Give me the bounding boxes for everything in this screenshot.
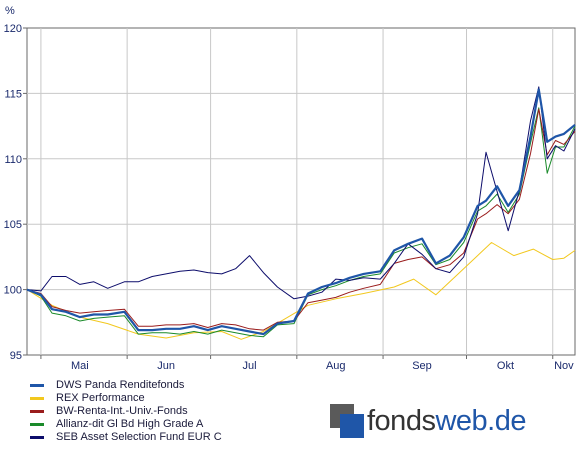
legend-item: Allianz-dit Gl Bd High Grade A — [30, 418, 222, 431]
x-tick-label: Jun — [157, 360, 175, 372]
legend-swatch — [30, 423, 44, 426]
legend-item: DWS Panda Renditefonds — [30, 379, 222, 392]
series-line-seb-asset-selection-fund-eur-c — [26, 86, 576, 300]
logo-text-web: web.de — [435, 404, 526, 437]
x-tick-label: Sep — [412, 360, 432, 372]
legend-label: SEB Asset Selection Fund EUR C — [56, 431, 222, 443]
x-tick-label: Jul — [243, 360, 257, 372]
y-axis: 95 100 105 110 115 120 — [4, 23, 27, 362]
series-line-allianz-dit-gl-bd-high-grade-a — [26, 107, 576, 338]
y-tick-label: 120 — [4, 23, 22, 35]
legend-swatch — [30, 384, 44, 387]
y-tick-label: 110 — [4, 154, 22, 166]
fondsweb-logo: fondsweb.de — [330, 402, 526, 440]
legend-label: REX Performance — [56, 392, 145, 404]
x-tick-label: Nov — [554, 360, 574, 372]
series-line-bw-renta-int-univ-fonds — [26, 108, 576, 331]
legend: DWS Panda Renditefonds REX Performance BW-… — [30, 379, 222, 444]
legend-swatch — [30, 410, 44, 413]
legend-label: DWS Panda Renditefonds — [56, 379, 185, 391]
logo-mark-icon — [330, 404, 364, 438]
plot-area — [26, 27, 576, 356]
series-line-dws-panda-renditefonds — [26, 88, 576, 336]
logo-text: fondsweb.de — [367, 405, 526, 438]
y-tick-label: 115 — [4, 88, 22, 100]
x-tick-label: Aug — [326, 360, 346, 372]
y-axis-label: % — [5, 5, 15, 17]
x-tick-label: Mai — [71, 360, 89, 372]
y-tick-label: 105 — [4, 219, 22, 231]
legend-item: SEB Asset Selection Fund EUR C — [30, 431, 222, 444]
series-layer — [26, 86, 576, 340]
x-tick-label: Okt — [497, 360, 514, 372]
logo-text-fonds: fonds — [367, 404, 436, 437]
legend-label: BW-Renta-Int.-Univ.-Fonds — [56, 405, 188, 417]
legend-swatch — [30, 436, 44, 439]
legend-swatch — [30, 397, 44, 400]
y-tick-label: 100 — [4, 285, 22, 297]
legend-label: Allianz-dit Gl Bd High Grade A — [56, 418, 204, 430]
x-axis: Mai Jun Jul Aug Sep Okt Nov — [40, 355, 574, 372]
y-tick-label: 95 — [10, 350, 22, 362]
legend-item: BW-Renta-Int.-Univ.-Fonds — [30, 405, 222, 418]
legend-item: REX Performance — [30, 392, 222, 405]
grid-lines — [27, 28, 575, 355]
